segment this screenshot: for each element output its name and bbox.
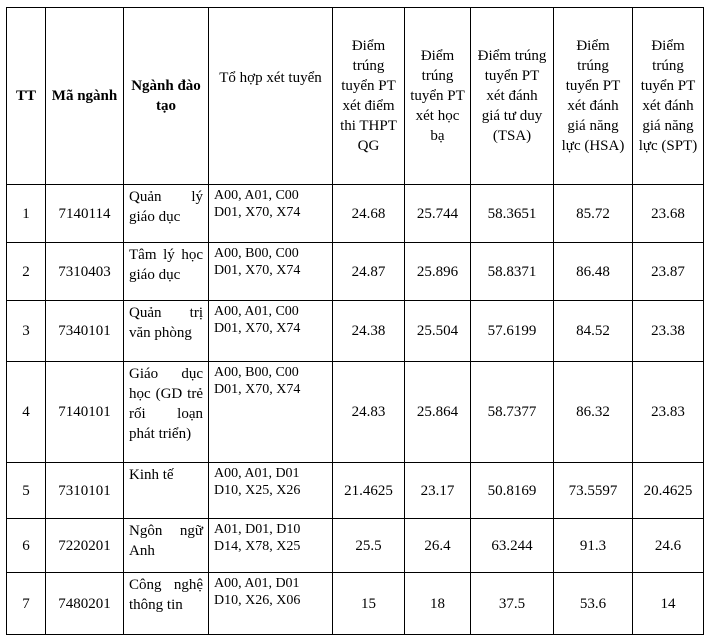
header-cell: TT bbox=[6, 7, 46, 185]
combo-line: D01, X70, X74 bbox=[214, 382, 301, 397]
cell: 24.87 bbox=[332, 242, 405, 301]
cell: 24.6 bbox=[632, 518, 704, 573]
combo-line: A00, B00, C00 bbox=[214, 365, 299, 380]
cell: 1 bbox=[6, 184, 46, 243]
cell: 37.5 bbox=[470, 572, 554, 635]
cell: 7340101 bbox=[45, 300, 124, 362]
header-cell: Điểm trúng tuyển PT xét đánh giá tư duy … bbox=[470, 7, 554, 185]
cell: 63.244 bbox=[470, 518, 554, 573]
cell: 4 bbox=[6, 361, 46, 463]
cell: 15 bbox=[332, 572, 405, 635]
cell: 14 bbox=[632, 572, 704, 635]
cell: 26.4 bbox=[404, 518, 471, 573]
table-row: 1 7140114 Quản lý giáo dục A00, A01, C00 D01… bbox=[6, 184, 704, 243]
cell: 25.504 bbox=[404, 300, 471, 362]
table-row: 5 7310101 Kinh tế A00, A01, D01 D10, X25, X2… bbox=[6, 462, 704, 519]
cell: 21.4625 bbox=[332, 462, 405, 519]
table-row: 2 7310403 Tâm lý học giáo dục A00, B00, C00… bbox=[6, 242, 704, 301]
combo-line: D14, X78, X25 bbox=[214, 539, 301, 554]
table-row: 6 7220201 Ngôn ngữ Anh A01, D01, D10 D14, X7… bbox=[6, 518, 704, 573]
header-cell: Điểm trúng tuyển PT xét điểm thi THPT QG bbox=[332, 7, 405, 185]
combo-cell: A01, D01, D10 D14, X78, X25 bbox=[208, 518, 333, 573]
cell: 24.38 bbox=[332, 300, 405, 362]
cell: 58.8371 bbox=[470, 242, 554, 301]
cell: 25.744 bbox=[404, 184, 471, 243]
header-cell: Tổ hợp xét tuyển bbox=[208, 7, 333, 185]
cell: 23.17 bbox=[404, 462, 471, 519]
combo-line: A00, A01, C00 bbox=[214, 304, 299, 319]
major-cell: Tâm lý học giáo dục bbox=[123, 242, 209, 301]
major-cell: Quản lý giáo dục bbox=[123, 184, 209, 243]
cell: 86.32 bbox=[553, 361, 633, 463]
cell: 23.83 bbox=[632, 361, 704, 463]
cell: 84.52 bbox=[553, 300, 633, 362]
cell: 86.48 bbox=[553, 242, 633, 301]
cell: 7140101 bbox=[45, 361, 124, 463]
header-cell: Điểm trúng tuyển PT xét đánh giá năng lự… bbox=[632, 7, 704, 185]
cell: 85.72 bbox=[553, 184, 633, 243]
cell: 58.3651 bbox=[470, 184, 554, 243]
cell: 25.896 bbox=[404, 242, 471, 301]
admission-table: TT Mã ngành Ngành đào tạo Tổ hợp xét tuyển Đ… bbox=[6, 7, 704, 635]
cell: 20.4625 bbox=[632, 462, 704, 519]
table-row: 4 7140101 Giáo dục học (GD trẻ rối loạn ph… bbox=[6, 361, 704, 463]
combo-line: D10, X26, X06 bbox=[214, 593, 301, 608]
header-cell: Mã ngành bbox=[45, 7, 124, 185]
cell: 23.68 bbox=[632, 184, 704, 243]
combo-line: A00, A01, C00 bbox=[214, 188, 299, 203]
cell: 6 bbox=[6, 518, 46, 573]
combo-line: A00, B00, C00 bbox=[214, 246, 299, 261]
major-cell: Ngôn ngữ Anh bbox=[123, 518, 209, 573]
cell: 73.5597 bbox=[553, 462, 633, 519]
cell: 24.68 bbox=[332, 184, 405, 243]
combo-line: A00, A01, D01 bbox=[214, 576, 300, 591]
cell: 7220201 bbox=[45, 518, 124, 573]
cell: 2 bbox=[6, 242, 46, 301]
combo-cell: A00, B00, C00 D01, X70, X74 bbox=[208, 361, 333, 463]
major-cell: Kinh tế bbox=[123, 462, 209, 519]
cell: 53.6 bbox=[553, 572, 633, 635]
cell: 7 bbox=[6, 572, 46, 635]
combo-cell: A00, A01, D01 D10, X25, X26 bbox=[208, 462, 333, 519]
cell: 5 bbox=[6, 462, 46, 519]
combo-cell: A00, A01, C00 D01, X70, X74 bbox=[208, 184, 333, 243]
cell: 24.83 bbox=[332, 361, 405, 463]
header-row: TT Mã ngành Ngành đào tạo Tổ hợp xét tuyển Đ… bbox=[6, 7, 704, 185]
table-row: 7 7480201 Công nghệ thông tin A00, A01, D01… bbox=[6, 572, 704, 635]
combo-line: A00, A01, D01 bbox=[214, 466, 300, 481]
cell: 7310403 bbox=[45, 242, 124, 301]
combo-cell: A00, A01, D01 D10, X26, X06 bbox=[208, 572, 333, 635]
combo-line: D01, X70, X74 bbox=[214, 321, 301, 336]
table-row: 3 7340101 Quản trị văn phòng A00, A01, C00 D… bbox=[6, 300, 704, 362]
header-cell: Điểm trúng tuyển PT xét đánh giá năng lự… bbox=[553, 7, 633, 185]
cell: 3 bbox=[6, 300, 46, 362]
cell: 50.8169 bbox=[470, 462, 554, 519]
cell: 58.7377 bbox=[470, 361, 554, 463]
major-cell: Quản trị văn phòng bbox=[123, 300, 209, 362]
combo-cell: A00, B00, C00 D01, X70, X74 bbox=[208, 242, 333, 301]
combo-line: D01, X70, X74 bbox=[214, 263, 301, 278]
header-cell: Điểm trúng tuyển PT xét học bạ bbox=[404, 7, 471, 185]
combo-line: D01, X70, X74 bbox=[214, 205, 301, 220]
cell: 91.3 bbox=[553, 518, 633, 573]
cell: 25.864 bbox=[404, 361, 471, 463]
cell: 57.6199 bbox=[470, 300, 554, 362]
cell: 18 bbox=[404, 572, 471, 635]
major-cell: Công nghệ thông tin bbox=[123, 572, 209, 635]
header-cell: Ngành đào tạo bbox=[123, 7, 209, 185]
major-cell: Giáo dục học (GD trẻ rối loạn phát triển… bbox=[123, 361, 209, 463]
cell: 7310101 bbox=[45, 462, 124, 519]
combo-line: D10, X25, X26 bbox=[214, 483, 301, 498]
combo-cell: A00, A01, C00 D01, X70, X74 bbox=[208, 300, 333, 362]
cell: 25.5 bbox=[332, 518, 405, 573]
combo-line: A01, D01, D10 bbox=[214, 522, 301, 537]
cell: 7480201 bbox=[45, 572, 124, 635]
cell: 23.38 bbox=[632, 300, 704, 362]
cell: 7140114 bbox=[45, 184, 124, 243]
cell: 23.87 bbox=[632, 242, 704, 301]
